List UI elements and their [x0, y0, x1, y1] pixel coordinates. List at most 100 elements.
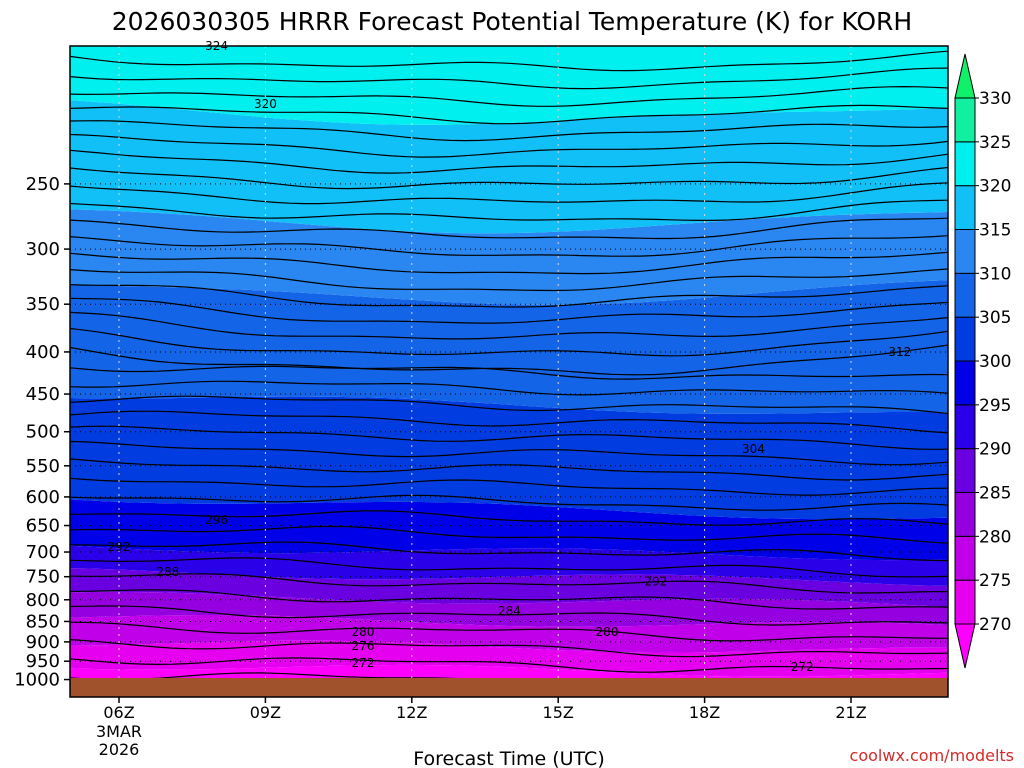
contour-label: 272 — [791, 660, 814, 674]
isentrope-line — [70, 120, 948, 142]
isentrope-line — [70, 268, 948, 292]
isentrope-line — [70, 85, 948, 107]
colorbar-label: 305 — [979, 308, 1011, 328]
colorbar-segment — [954, 272, 976, 318]
fill-band-4 — [70, 568, 948, 607]
contour-label: 304 — [742, 442, 765, 456]
isentrope-line — [70, 573, 948, 594]
isentrope-line — [70, 251, 948, 275]
fill-band-8 — [70, 280, 948, 414]
x-tick-label: 21Z — [835, 703, 866, 722]
contour-label: 280 — [352, 625, 375, 639]
colorbar-extend-bottom — [954, 623, 976, 669]
y-tick-label: 600 — [26, 487, 60, 508]
isentrope-line — [70, 284, 948, 308]
isentrope-line — [70, 494, 948, 511]
colorbar-label: 325 — [979, 133, 1011, 153]
fill-band-2 — [70, 615, 948, 653]
isentrope-line — [70, 605, 948, 626]
colorbar-segment — [954, 229, 976, 274]
isentrope-line — [70, 557, 948, 578]
isentrope-line — [70, 440, 948, 466]
colorbar-segment — [954, 579, 976, 625]
contour-label-text: 276 — [352, 639, 375, 653]
y-tick-label: 350 — [26, 294, 60, 315]
x-tick-label: 06Z — [103, 703, 134, 722]
colorbar-label: 285 — [979, 484, 1011, 504]
x-axis-title: Forecast Time (UTC) — [413, 748, 604, 768]
y-tick-label: 900 — [26, 632, 60, 653]
isentrope-line — [70, 458, 948, 481]
credit-text: coolwx.com/modelts — [850, 746, 1014, 765]
isentrope-line — [70, 410, 948, 434]
contour-label-text: 284 — [498, 604, 521, 618]
contour-label: 276 — [352, 639, 375, 653]
x-tick-label: 09Z — [250, 703, 281, 722]
isentrope-line — [70, 425, 948, 450]
isentrope-line — [70, 525, 948, 544]
colorbar-segment — [954, 141, 976, 187]
isentrope-line — [70, 639, 948, 658]
y-tick-label: 650 — [26, 516, 60, 537]
isentrope-line — [70, 217, 948, 240]
contour-label: 280 — [596, 625, 619, 639]
isentrope-line — [70, 365, 948, 380]
colorbar-label: 320 — [979, 177, 1011, 197]
isentrope-line — [70, 182, 948, 205]
fill-band-7 — [70, 396, 948, 520]
colorbar-segment — [954, 97, 976, 143]
isentrope-line — [70, 477, 948, 496]
colorbar-label: 280 — [979, 527, 1011, 547]
colorbar-label: 300 — [979, 352, 1011, 372]
y-tick-label: 850 — [26, 611, 60, 632]
contour-label-text: 292 — [644, 574, 667, 588]
y-tick-label: 450 — [26, 384, 60, 405]
isentrope-line — [70, 395, 948, 415]
x-tick-label: 18Z — [689, 703, 720, 722]
contour-label: 272 — [352, 656, 375, 670]
colorbar-segment — [954, 316, 976, 362]
colorbar-label: 295 — [979, 396, 1011, 416]
contour-label: 320 — [254, 97, 277, 111]
isentrope-line — [70, 149, 948, 174]
y-tick-label: 550 — [26, 456, 60, 477]
contour-label-text: 304 — [742, 442, 765, 456]
colorbar-label: 330 — [979, 89, 1011, 109]
x-date-label: 3MAR — [96, 722, 142, 741]
contour-label-text: 292 — [108, 540, 131, 554]
chart-title: 2026030305 HRRR Forecast Potential Tempe… — [112, 7, 912, 36]
isentrope-line — [70, 104, 948, 125]
contour-label: 292 — [644, 574, 667, 588]
isentrope-line — [70, 67, 948, 90]
y-tick-label: 500 — [26, 422, 60, 443]
isentrope-line — [70, 199, 948, 221]
contour-label-text: 312 — [888, 345, 911, 359]
y-tick-label: 250 — [26, 174, 60, 195]
fill-band-9 — [70, 209, 948, 305]
isentrope-line — [70, 311, 948, 340]
ground-surface — [70, 678, 948, 697]
colorbar-label: 310 — [979, 264, 1011, 284]
isentrope-line — [70, 50, 948, 72]
isentrope-line — [70, 589, 948, 610]
y-tick-label: 400 — [26, 342, 60, 363]
y-tick-label: 750 — [26, 567, 60, 588]
isentrope-line — [70, 133, 948, 158]
contour-label: 312 — [888, 345, 911, 359]
isentrope-line — [70, 657, 948, 673]
contour-label-text: 280 — [596, 625, 619, 639]
colorbar-segment — [954, 448, 976, 493]
colorbar-label: 275 — [979, 571, 1011, 591]
contour-label: 292 — [108, 540, 131, 554]
contour-label: 288 — [156, 565, 179, 579]
isentrope-line — [70, 344, 948, 376]
contour-label-text: 272 — [791, 660, 814, 674]
contour-label-text: 288 — [156, 565, 179, 579]
colorbar-segment — [954, 535, 976, 581]
y-tick-label: 700 — [26, 542, 60, 563]
y-tick-label: 950 — [26, 651, 60, 672]
isentrope-line — [70, 166, 948, 190]
plot-frame — [69, 45, 949, 698]
isentrope-line — [70, 541, 948, 562]
